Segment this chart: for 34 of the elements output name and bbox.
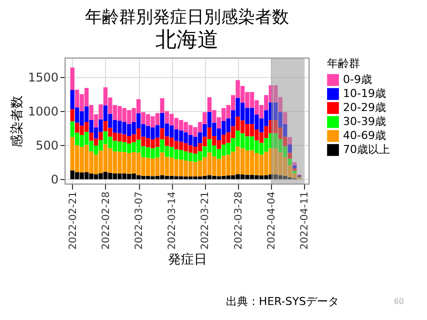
bar (292, 165, 297, 168)
bar (288, 144, 292, 153)
x-tick-label: 2022-03-14 (167, 192, 178, 250)
legend-label: 40-69歳 (343, 129, 386, 142)
bar (288, 152, 292, 158)
y-axis-title: 感染者数 (10, 96, 25, 148)
x-tick-label: 2022-04-04 (266, 192, 278, 250)
text: 60 (394, 297, 404, 306)
x-tick-label: 2022-02-21 (68, 192, 79, 250)
bar (288, 158, 292, 166)
x-tick-label: 2022-03-28 (233, 192, 244, 250)
y-tick-label: 0 (50, 172, 58, 187)
y-tick-label: 1000 (28, 104, 58, 119)
legend-label: 30-39歳 (343, 115, 386, 128)
bar (70, 109, 74, 122)
chart-subtitle: 北海道 (156, 28, 218, 52)
legend-label: 0-9歳 (343, 73, 372, 86)
bar (288, 137, 292, 144)
legend-label: 70歳以上 (343, 143, 390, 156)
x-tick-label: 2022-03-07 (134, 192, 146, 250)
x-tick-label: 2022-02-28 (100, 192, 112, 250)
source-note: 出典：HER-SYSデータ (226, 295, 339, 308)
x-axis-title: 発症日 (168, 252, 207, 268)
legend-title: 年齢群 (327, 57, 360, 70)
bar (282, 112, 288, 124)
x-tick-label: 2022-03-21 (200, 192, 212, 250)
legend-label: 20-29歳 (343, 101, 386, 114)
bar (292, 162, 297, 166)
chart-title: 年齢群別発症日別感染者数 (85, 8, 289, 28)
y-tick-label: 500 (36, 138, 58, 153)
bar (292, 170, 297, 174)
legend-label: 10-19歳 (343, 87, 386, 100)
x-tick-label: 2022-04-11 (300, 192, 310, 250)
y-tick-label: 1500 (28, 70, 58, 85)
